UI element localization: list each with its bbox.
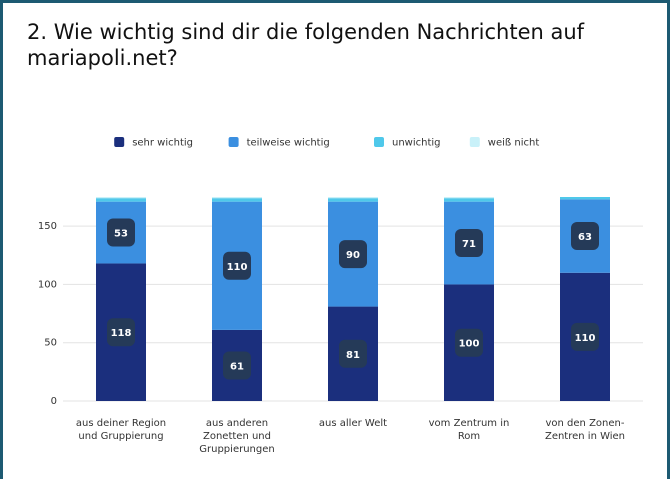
y-tick-label: 150 — [38, 221, 57, 232]
data-label-bg — [223, 251, 251, 280]
data-label-bg — [107, 318, 135, 347]
bar-segment — [96, 198, 146, 202]
data-label-bg — [571, 222, 599, 251]
legend-label: sehr wichtig — [132, 138, 193, 149]
legend-swatch — [374, 137, 384, 147]
bar-segment — [212, 197, 262, 199]
bar-segment — [444, 197, 494, 199]
x-tick-label: von den Zonen-Zentren in Wien — [544, 418, 626, 442]
legend-label: weiß nicht — [488, 138, 540, 149]
legend-swatch — [114, 137, 125, 147]
bar-segment — [560, 197, 610, 200]
x-tick-label: aus anderen Zonetten und Gruppierungen — [199, 418, 275, 455]
bar-segment — [328, 198, 378, 202]
x-tick-label: aus aller Welt — [318, 418, 388, 429]
data-label-bg — [339, 339, 367, 368]
legend-swatch — [228, 137, 239, 147]
data-label: 61 — [230, 361, 244, 372]
bar-segment — [212, 198, 262, 202]
data-label: 90 — [346, 250, 360, 261]
data-label-bg — [107, 218, 135, 247]
y-tick-label: 100 — [38, 279, 57, 290]
data-label-bg — [339, 240, 367, 269]
legend-label: teilweise wichtig — [247, 138, 330, 149]
data-label-bg — [455, 229, 483, 258]
chart: 0 50 100 150 sehr wichtig teilweise wichtig un… — [38, 137, 643, 407]
data-label: 118 — [111, 328, 132, 339]
legend-swatch — [469, 137, 480, 147]
data-label: 100 — [459, 339, 480, 350]
data-label: 71 — [462, 239, 476, 250]
chart-title: 2. Wie wichtig sind dir die folgenden Na… — [27, 20, 585, 70]
data-label: 81 — [346, 350, 360, 361]
bar-segment — [444, 198, 494, 202]
x-tick-label: vom Zentrum in Rom — [428, 418, 510, 442]
data-label: 110 — [227, 262, 248, 273]
data-label: 63 — [578, 232, 592, 243]
data-label: 110 — [575, 333, 596, 344]
data-label-bg — [571, 322, 599, 351]
bar-segment — [96, 197, 146, 199]
data-label-bg — [223, 351, 251, 380]
x-tick-label: aus deiner Region und Gruppierung — [75, 418, 167, 442]
y-tick-label: 0 — [51, 396, 57, 407]
bar-segment — [328, 197, 378, 199]
data-label: 53 — [114, 229, 128, 240]
data-label-bg — [455, 328, 483, 357]
y-tick-label: 50 — [44, 338, 57, 349]
legend-label: unwichtig — [392, 138, 441, 149]
